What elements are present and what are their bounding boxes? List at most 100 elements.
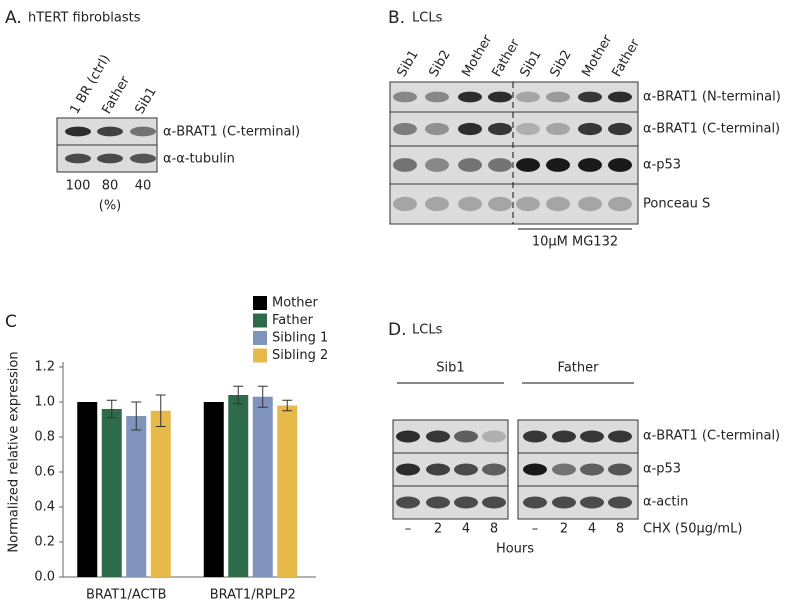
band [578,122,602,136]
band [488,158,512,172]
y-axis-label: Normalized relative expression [7,351,22,552]
band [426,496,450,509]
lane-label: Sib2 [427,48,454,80]
quant-label: 80 [102,179,119,194]
bar [277,405,298,577]
band [608,158,632,172]
band [516,158,540,172]
lane-label: 8 [490,522,498,537]
band [426,463,450,476]
band [65,126,91,137]
x-tick-label: BRAT1/RPLP2 [210,588,296,603]
band [546,122,570,136]
panel-label: D. [388,320,407,340]
band [454,430,478,443]
band [488,91,512,103]
band [454,463,478,476]
error-bar [106,399,117,419]
panel-title: hTERT fibroblasts [28,11,141,26]
band [425,91,449,103]
band [97,126,123,137]
bar [126,416,147,577]
band [488,196,512,212]
band [578,91,602,103]
error-bar [131,401,142,431]
y-tick-label: 1.2 [34,360,55,375]
band [396,496,420,509]
panel-label: C [5,312,17,332]
y-tick-label: 1.0 [34,395,55,410]
bar [228,395,249,577]
error-bar [155,394,166,427]
panel-label: A. [5,8,22,28]
legend-swatch [253,296,267,310]
band [608,430,632,443]
band [393,158,417,172]
bar [203,402,224,577]
band [578,158,602,172]
band [608,196,632,212]
panel-label: B. [388,8,405,28]
band [580,496,604,509]
band [458,158,482,172]
band [425,196,449,212]
band [396,430,420,443]
band [608,91,632,103]
band [546,91,570,103]
panel-title: LCLs [412,323,443,338]
y-tick-label: 0.0 [34,570,55,585]
band [65,153,91,164]
error-bar [257,385,268,408]
legend-swatch [253,313,267,328]
band [523,430,547,443]
band [580,463,604,476]
band [425,158,449,172]
band [458,196,482,212]
row-label: α-BRAT1 (C-terminal) [163,125,300,140]
treatment-label: 10μM MG132 [532,235,618,250]
band [488,122,512,136]
legend-label: Father [272,313,314,328]
group-label: Father [558,361,600,376]
band [458,122,482,136]
band [393,196,417,212]
quant-label: 100 [66,179,91,194]
row-label: α-BRAT1 (C-terminal) [643,429,780,444]
band [97,153,123,164]
panel-title: LCLs [412,11,443,26]
y-tick-label: 0.8 [34,430,55,445]
lane-label: Sib2 [548,48,575,80]
row-label: α-BRAT1 (C-terminal) [643,122,780,137]
band [608,122,632,136]
band [482,430,506,443]
error-bar [282,399,293,412]
lane-label: Father [610,36,644,80]
quant-label: 40 [135,179,152,194]
lane-label: Father [100,73,134,117]
legend-label: Sibling 1 [272,331,328,346]
band [523,463,547,476]
band [396,463,420,476]
bar [150,410,171,577]
row-label: Ponceau S [643,197,710,212]
lane-label: Sib1 [518,48,545,80]
lane-label: – [405,522,412,537]
lane-label: 4 [462,522,470,537]
lane-label: 2 [560,522,568,537]
legend-label: Sibling 2 [272,348,328,363]
row-label: α-α-tubulin [163,152,235,167]
lane-label: 2 [434,522,442,537]
bar [77,402,98,577]
band [546,196,570,212]
row-label: α-p53 [643,158,681,173]
x-tick-label: BRAT1/ACTB [86,588,167,603]
unit-label: (%) [99,199,122,214]
y-tick-label: 0.4 [34,500,55,515]
y-tick-label: 0.6 [34,465,55,480]
band [426,430,450,443]
legend-label: Mother [272,296,319,311]
x-label: Hours [496,542,534,557]
lane-label: 8 [616,522,624,537]
band [578,196,602,212]
